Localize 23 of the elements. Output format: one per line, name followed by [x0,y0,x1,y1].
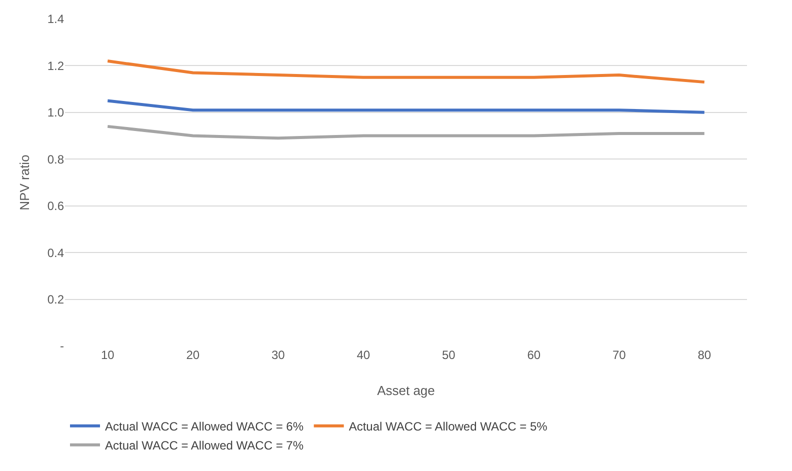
y-tick-label: 1.4 [47,12,64,26]
legend-label: Actual WACC = Allowed WACC = 5% [348,420,548,434]
y-tick-label: 1.0 [47,106,64,120]
x-tick-label: 50 [442,348,456,362]
y-axis-title: NPV ratio [17,154,32,210]
y-tick-label: 1.2 [47,58,64,73]
x-tick-label: 60 [527,348,541,362]
y-tick-label: 0.8 [47,152,64,166]
y-tick-label: - [60,339,64,354]
legend-label: Actual WACC = Allowed WACC = 6% [105,420,304,434]
x-tick-label: 70 [612,348,626,362]
y-tick-label: 0.4 [47,246,64,260]
x-axis-title: Asset age [377,383,435,398]
x-tick-label: 40 [356,348,370,362]
x-tick-label: 80 [698,348,712,362]
line-series [106,60,706,84]
y-tick-label: 0.2 [47,292,64,306]
x-tick-label: 30 [271,348,286,362]
x-tick-label: 10 [100,348,115,362]
y-tick-label: 0.6 [47,199,64,214]
line-series [106,124,706,140]
x-tick-label: 20 [186,348,200,362]
legend-label: Actual WACC = Allowed WACC = 7% [105,438,304,453]
